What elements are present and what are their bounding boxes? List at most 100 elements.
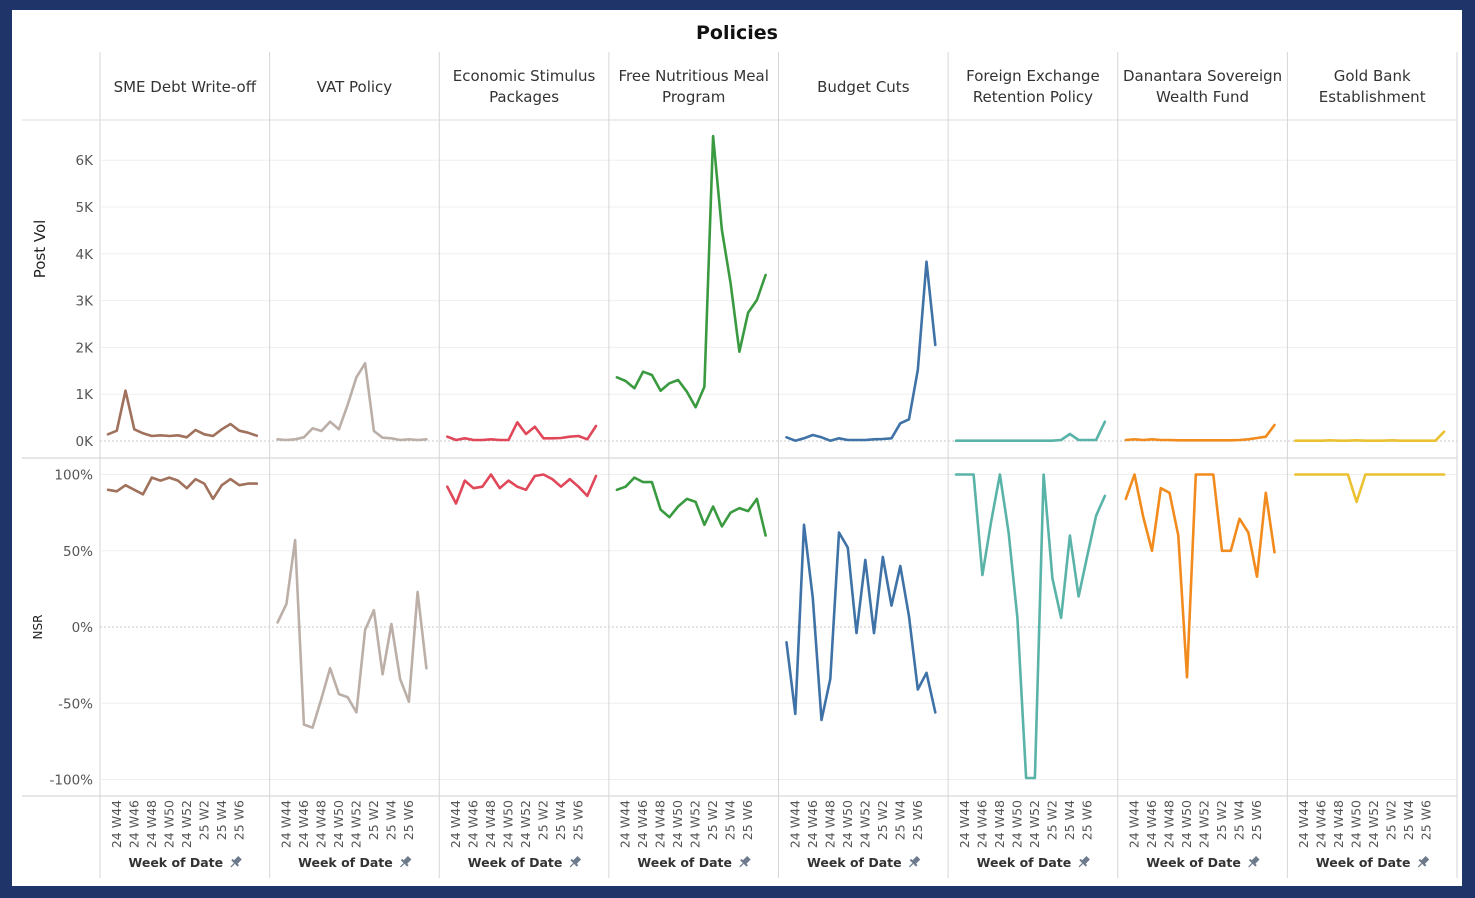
y-tick-label: 0K xyxy=(76,434,95,450)
y-tick-label: 5K xyxy=(76,200,95,216)
x-tick-label: 25 W4 xyxy=(1062,800,1077,840)
x-tick-label: 25 W6 xyxy=(740,800,755,840)
x-tick-label: 25 W2 xyxy=(1384,800,1399,840)
x-tick-label: 25 W6 xyxy=(571,800,586,840)
x-tick-label: 25 W2 xyxy=(196,800,211,840)
x-tick-label: 24 W44 xyxy=(448,800,463,848)
x-tick-label: 24 W44 xyxy=(109,800,124,848)
x-tick-label: 25 W2 xyxy=(875,800,890,840)
series-line-post-vol[interactable] xyxy=(615,134,767,409)
x-tick-label: 24 W48 xyxy=(144,800,159,848)
x-tick-label: 24 W52 xyxy=(179,800,194,848)
x-tick-label: 25 W2 xyxy=(705,800,720,840)
x-tick-label: 24 W48 xyxy=(822,800,837,848)
x-tick-label: 24 W50 xyxy=(331,800,346,848)
x-tick-label: 25 W6 xyxy=(1419,800,1434,840)
panel-header: Packages xyxy=(489,88,559,106)
dashboard-canvas: Policies 0K 1K 2K 3K 4K 5K 6K Post Vol -100% -50%… xyxy=(12,10,1462,886)
x-axis-title: Week of Date xyxy=(1146,855,1241,870)
chart-title: Policies xyxy=(696,22,778,44)
x-tick-label: 24 W52 xyxy=(1197,800,1212,848)
series-line-nsr[interactable] xyxy=(954,473,1107,780)
series-line-post-vol[interactable] xyxy=(1124,423,1276,442)
y-tick-label: 4K xyxy=(76,247,95,263)
series-line-nsr[interactable] xyxy=(1294,473,1446,504)
x-tick-label: 25 W4 xyxy=(553,800,568,840)
series-line-post-vol[interactable] xyxy=(1294,430,1446,443)
x-tick-label: 24 W46 xyxy=(805,800,820,848)
y-tick-label: 3K xyxy=(76,294,95,310)
panel-header: SME Debt Write-off xyxy=(114,78,257,96)
x-tick-label: 25 W4 xyxy=(892,800,907,840)
x-tick-label: 24 W44 xyxy=(787,800,802,848)
x-axis-title: Week of Date xyxy=(1316,855,1411,870)
series-line-post-vol[interactable] xyxy=(785,260,937,443)
x-tick-label: 24 W44 xyxy=(1296,800,1311,848)
x-tick-label: 25 W6 xyxy=(910,800,925,840)
x-tick-label: 24 W46 xyxy=(296,800,311,848)
x-tick-label: 25 W2 xyxy=(366,800,381,840)
pin-icon[interactable] xyxy=(567,855,583,871)
x-tick-label: 24 W50 xyxy=(161,800,176,848)
series-line-nsr[interactable] xyxy=(445,473,598,505)
pin-icon[interactable] xyxy=(1076,855,1092,871)
x-tick-label: 24 W46 xyxy=(1144,800,1159,848)
y-tick-label: -50% xyxy=(58,696,93,712)
x-tick-label: 24 W44 xyxy=(618,800,633,848)
x-tick-label: 24 W52 xyxy=(348,800,363,848)
panel-header: Economic Stimulus xyxy=(453,67,596,85)
series-line-nsr[interactable] xyxy=(1124,473,1276,679)
panel-header: Danantara Sovereign xyxy=(1123,67,1282,85)
x-tick-label: 25 W4 xyxy=(1232,800,1247,840)
x-tick-label: 24 W46 xyxy=(126,800,141,848)
panel-header: Free Nutritious Meal xyxy=(618,67,768,85)
x-tick-label: 24 W46 xyxy=(1314,800,1329,848)
y-tick-label: 50% xyxy=(63,544,93,560)
y-tick-label: 6K xyxy=(76,153,95,169)
x-tick-label: 25 W2 xyxy=(1044,800,1059,840)
pin-icon[interactable] xyxy=(1415,855,1431,871)
pin-icon[interactable] xyxy=(397,855,413,871)
series-line-nsr[interactable] xyxy=(785,523,937,722)
series-line-post-vol[interactable] xyxy=(276,361,428,442)
y-tick-label: 2K xyxy=(76,340,95,356)
x-tick-label: 24 W48 xyxy=(1331,800,1346,848)
x-tick-label: 25 W6 xyxy=(1249,800,1264,840)
y-tick-label: 0% xyxy=(72,620,94,636)
series-line-nsr[interactable] xyxy=(615,476,767,537)
series-line-post-vol[interactable] xyxy=(106,389,259,439)
series-line-post-vol[interactable] xyxy=(445,420,598,442)
x-axis-title: Week of Date xyxy=(807,855,902,870)
y-tick-label: 100% xyxy=(54,468,93,484)
series-line-post-vol[interactable] xyxy=(954,420,1107,443)
x-tick-label: 24 W46 xyxy=(635,800,650,848)
x-tick-label: 24 W44 xyxy=(278,800,293,848)
panel-header: Foreign Exchange xyxy=(966,67,1100,85)
pin-icon[interactable] xyxy=(228,855,244,871)
x-tick-label: 25 W2 xyxy=(1214,800,1229,840)
pin-icon[interactable] xyxy=(906,855,922,871)
pin-icon[interactable] xyxy=(1245,855,1261,871)
x-tick-label: 24 W44 xyxy=(1127,800,1142,848)
x-tick-label: 24 W46 xyxy=(466,800,481,848)
x-tick-label: 24 W50 xyxy=(840,800,855,848)
panel-header: Program xyxy=(662,88,725,106)
x-tick-label: 25 W4 xyxy=(383,800,398,840)
x-tick-label: 24 W48 xyxy=(653,800,668,848)
series-line-nsr[interactable] xyxy=(276,538,428,729)
x-tick-label: 24 W50 xyxy=(1179,800,1194,848)
y-tick-label: 1K xyxy=(76,387,95,403)
x-tick-label: 24 W48 xyxy=(483,800,498,848)
x-axis-title: Week of Date xyxy=(637,855,732,870)
x-tick-label: 24 W50 xyxy=(1009,800,1024,848)
y-axis-title: NSR xyxy=(31,615,45,640)
x-tick-label: 24 W50 xyxy=(1349,800,1364,848)
panel-header: Budget Cuts xyxy=(817,78,910,96)
x-tick-label: 24 W48 xyxy=(313,800,328,848)
x-tick-label: 24 W48 xyxy=(1162,800,1177,848)
pin-icon[interactable] xyxy=(737,855,753,871)
x-axis-title: Week of Date xyxy=(977,855,1072,870)
x-tick-label: 24 W52 xyxy=(1027,800,1042,848)
panel-header: Establishment xyxy=(1319,88,1426,106)
series-line-nsr[interactable] xyxy=(106,476,259,501)
